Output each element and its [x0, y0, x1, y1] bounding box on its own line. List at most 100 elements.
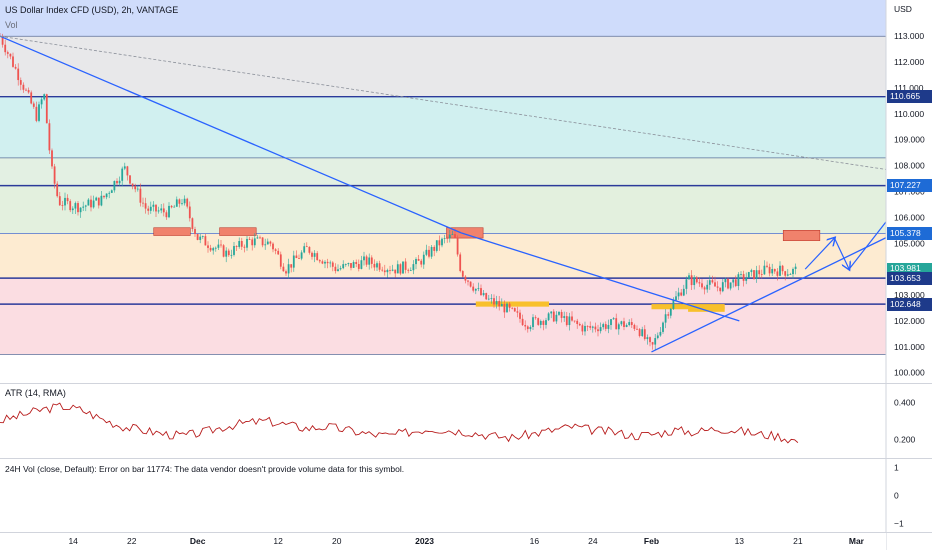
zone-band-5 [0, 278, 886, 355]
candle-body [334, 266, 337, 272]
candle-body [305, 246, 308, 248]
candle-body [747, 272, 750, 278]
candle-body [77, 203, 79, 213]
candle-body [675, 296, 677, 301]
candle-body [399, 264, 402, 274]
candle-body [355, 262, 358, 265]
candle-body [303, 246, 306, 253]
candle-body [511, 307, 514, 309]
candle-body [568, 316, 571, 326]
candle-body [560, 312, 563, 318]
candle-body [464, 276, 467, 281]
time-tick-label: 12 [273, 536, 283, 546]
candle-body [342, 264, 345, 269]
candle-body [196, 233, 199, 240]
candle-body [269, 241, 272, 244]
candles-group [0, 33, 797, 350]
candle-body [183, 198, 186, 204]
candle-body [69, 201, 72, 211]
candle-body [563, 316, 566, 318]
candle-body [108, 192, 111, 194]
candle-body [768, 266, 771, 274]
candle-body [706, 284, 709, 290]
candle-body [22, 84, 25, 90]
price-label: 102.648 [887, 297, 932, 311]
candle-body [292, 255, 295, 268]
zone-band-2 [0, 157, 886, 186]
candle-body [786, 274, 789, 276]
price-tick-label: 111.000 [894, 83, 924, 93]
candle-body [79, 207, 82, 213]
candle-body [253, 238, 256, 246]
candle-body [285, 271, 287, 274]
candle-body [755, 270, 758, 279]
candle-body [698, 282, 701, 284]
candle-body [243, 246, 246, 248]
candle-body [64, 197, 66, 206]
zone-band-0 [0, 36, 886, 97]
candle-body [589, 326, 592, 328]
candle-body [667, 314, 670, 316]
volume-label: Vol [5, 20, 18, 30]
candle-body [53, 166, 56, 184]
candle-body [222, 245, 225, 257]
candle-body [251, 239, 254, 246]
candle-body [74, 203, 77, 209]
candle-body [477, 288, 480, 289]
candle-body [771, 268, 774, 274]
candle-body [58, 196, 61, 206]
candle-body [396, 264, 399, 274]
candle-body [329, 262, 332, 264]
candle-body [87, 199, 90, 206]
candle-body [415, 259, 417, 265]
candle-body [394, 269, 397, 274]
candle-body [300, 252, 303, 259]
time-tick-label: 24 [588, 536, 598, 546]
candle-body [207, 245, 209, 248]
candle-body [43, 94, 46, 100]
red-box-marker-1 [219, 227, 257, 236]
candle-body [409, 270, 412, 272]
candle-body [238, 240, 241, 247]
candle-body [776, 271, 779, 276]
chart-title: US Dollar Index CFD (USD), 2h, VANTAGE [5, 5, 179, 15]
candle-body [261, 237, 264, 246]
time-tick-label: 22 [127, 536, 137, 546]
candle-body [181, 203, 183, 205]
candle-body [610, 319, 612, 325]
candle-body [4, 44, 7, 53]
candle-body [12, 56, 14, 67]
candle-body [516, 311, 519, 313]
candle-body [688, 275, 690, 280]
price-tick-label: 102.000 [894, 316, 925, 326]
price-tick-label: 100.000 [894, 368, 925, 378]
candle-body [537, 318, 540, 325]
volume-tick-label: −1 [894, 519, 904, 529]
candle-body [638, 329, 641, 336]
candle-body [779, 265, 781, 276]
candle-body [313, 253, 316, 257]
candle-body [116, 180, 118, 184]
candle-body [199, 236, 202, 240]
candle-body [532, 317, 534, 328]
time-tick-label: 20 [332, 536, 342, 546]
candle-body [298, 258, 300, 259]
top-band [0, 0, 886, 37]
candle-body [274, 249, 277, 251]
candle-body [373, 263, 376, 268]
candle-body [157, 210, 160, 212]
candle-body [201, 236, 204, 237]
candle-body [48, 123, 51, 151]
candle-body [435, 240, 438, 251]
candle-body [14, 66, 17, 69]
candle-body [521, 318, 524, 326]
candle-body [685, 279, 688, 289]
candle-body [623, 321, 625, 328]
candle-body [732, 279, 735, 283]
projection-arrow-0-1 [833, 237, 849, 269]
candle-body [654, 338, 657, 345]
candle-body [428, 249, 430, 257]
candle-body [576, 320, 579, 325]
time-tick-label: 21 [793, 536, 803, 546]
candle-body [461, 271, 464, 277]
